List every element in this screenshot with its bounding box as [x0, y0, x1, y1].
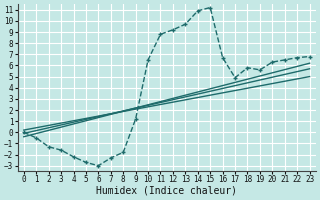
X-axis label: Humidex (Indice chaleur): Humidex (Indice chaleur) [96, 186, 237, 196]
